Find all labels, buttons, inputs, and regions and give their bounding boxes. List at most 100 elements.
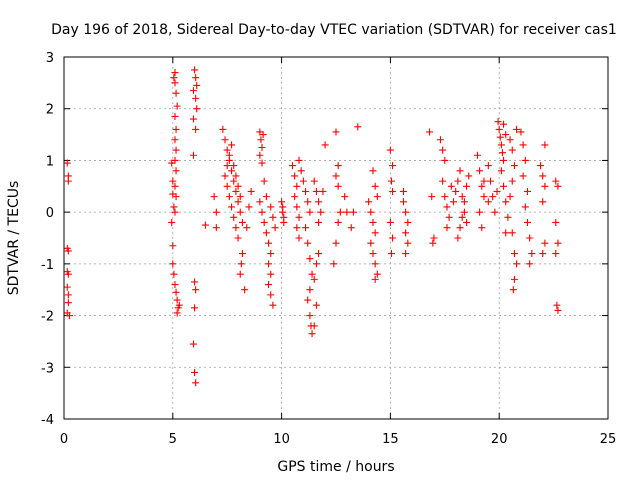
data-point <box>64 291 72 299</box>
data-point <box>306 286 314 294</box>
data-point <box>65 312 73 320</box>
data-point <box>192 74 200 82</box>
data-point <box>245 203 253 211</box>
data-point <box>473 151 481 159</box>
data-point <box>173 102 181 110</box>
data-point <box>510 250 518 258</box>
data-point <box>554 239 562 247</box>
data-point <box>456 224 464 232</box>
data-point <box>302 187 310 195</box>
data-point <box>539 198 547 206</box>
data-point <box>302 224 310 232</box>
data-point <box>310 322 318 330</box>
data-point <box>191 66 199 74</box>
data-point <box>223 162 231 170</box>
data-point <box>192 286 200 294</box>
data-point <box>291 193 299 201</box>
data-point <box>175 301 183 309</box>
data-point <box>539 250 547 258</box>
data-point <box>308 330 316 338</box>
data-point <box>247 187 255 195</box>
data-point <box>278 198 286 206</box>
data-point <box>528 250 536 258</box>
data-point <box>172 167 180 175</box>
data-point <box>506 193 514 201</box>
data-point <box>230 213 238 221</box>
data-point <box>347 224 355 232</box>
data-point <box>172 125 180 133</box>
data-point <box>502 198 510 206</box>
data-point <box>387 250 395 258</box>
data-point <box>554 306 562 314</box>
data-point <box>257 136 265 144</box>
data-point <box>192 379 200 387</box>
data-point <box>271 224 279 232</box>
data-point <box>189 151 197 159</box>
data-point <box>441 193 449 201</box>
data-point <box>354 123 362 131</box>
data-point <box>510 162 518 170</box>
x-tick-label: 20 <box>491 432 508 447</box>
data-points <box>63 66 562 387</box>
data-point <box>308 270 316 278</box>
data-point <box>496 133 504 141</box>
data-point <box>171 156 179 164</box>
data-point <box>317 208 325 216</box>
data-point <box>193 81 201 89</box>
data-point <box>236 270 244 278</box>
data-point <box>304 198 312 206</box>
data-point <box>497 141 505 149</box>
data-point <box>265 281 273 289</box>
data-point <box>486 177 494 185</box>
x-axis-label: GPS time / hours <box>277 459 394 475</box>
data-point <box>513 260 521 268</box>
data-point <box>234 198 242 206</box>
data-point <box>295 156 303 164</box>
data-point <box>480 193 488 201</box>
data-point <box>321 141 329 149</box>
data-point <box>541 239 549 247</box>
data-point <box>553 301 561 309</box>
y-tick-label: -3 <box>41 361 54 376</box>
data-point <box>279 203 287 211</box>
data-point <box>232 187 240 195</box>
data-point <box>221 172 229 180</box>
y-tick-label: -4 <box>41 413 54 428</box>
data-point <box>258 208 266 216</box>
data-point <box>228 203 236 211</box>
data-point <box>465 172 473 180</box>
data-point <box>371 260 379 268</box>
y-tick-label: 2 <box>46 103 54 118</box>
data-point <box>319 187 327 195</box>
data-point <box>402 229 410 237</box>
data-point <box>236 193 244 201</box>
data-point <box>460 198 468 206</box>
data-point <box>265 260 273 268</box>
data-point <box>463 218 471 226</box>
x-tick-label: 10 <box>273 432 290 447</box>
data-point <box>369 250 377 258</box>
data-point <box>63 283 71 291</box>
data-point <box>526 260 534 268</box>
data-point <box>168 218 176 226</box>
y-tick-label: 3 <box>46 51 54 66</box>
data-point <box>267 203 275 211</box>
data-point <box>509 286 517 294</box>
data-point <box>312 187 320 195</box>
data-point <box>404 239 412 247</box>
data-point <box>502 229 510 237</box>
data-point <box>332 172 340 180</box>
data-point <box>221 136 229 144</box>
data-point <box>500 156 508 164</box>
data-point <box>554 182 562 190</box>
data-point <box>306 208 314 216</box>
axis-ticks: 0 5 10 15 20 25 -4 -3 -2 -1 0 1 2 3 <box>41 51 616 447</box>
data-point <box>506 136 514 144</box>
data-point <box>508 229 516 237</box>
y-tick-label: 1 <box>46 154 54 169</box>
data-point <box>64 299 72 307</box>
data-point <box>232 224 240 232</box>
data-point <box>330 260 338 268</box>
data-point <box>445 213 453 221</box>
